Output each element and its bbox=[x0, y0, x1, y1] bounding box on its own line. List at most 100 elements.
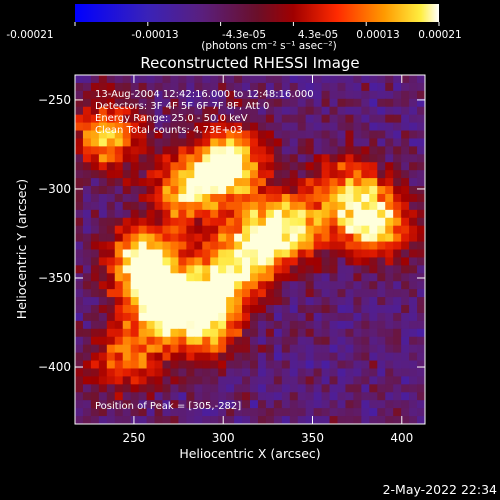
heatmap-cell bbox=[154, 201, 164, 211]
heatmap-cell bbox=[194, 289, 203, 298]
heatmap-cell bbox=[281, 122, 291, 132]
heatmap-cell bbox=[210, 217, 219, 227]
heatmap-cell bbox=[417, 265, 425, 274]
heatmap-cell bbox=[114, 392, 124, 401]
heatmap-cell bbox=[122, 138, 132, 147]
heatmap-cell bbox=[242, 352, 251, 362]
heatmap-cell bbox=[114, 416, 124, 424]
heatmap-cell bbox=[281, 162, 291, 171]
heatmap-cell bbox=[162, 146, 172, 155]
heatmap-cell bbox=[226, 217, 235, 227]
heatmap-cell bbox=[202, 90, 211, 100]
heatmap-cell bbox=[178, 305, 187, 314]
axis-tick-labels: 250 300 350 400−250−300−350−400 bbox=[38, 93, 413, 445]
heatmap-cell bbox=[273, 305, 283, 314]
heatmap-cell bbox=[202, 400, 211, 409]
heatmap-cell bbox=[82, 408, 92, 417]
heatmap-cell bbox=[114, 162, 124, 171]
heatmap-cell bbox=[194, 360, 203, 370]
heatmap-cell bbox=[106, 154, 116, 163]
heatmap-cell bbox=[265, 146, 275, 155]
heatmap-cell bbox=[345, 241, 354, 251]
heatmap-cell bbox=[393, 400, 402, 409]
heatmap-cell bbox=[178, 98, 187, 108]
heatmap-cell bbox=[361, 384, 370, 393]
heatmap-cell bbox=[257, 90, 267, 100]
heatmap-cell bbox=[82, 376, 92, 385]
heatmap-cell bbox=[202, 209, 211, 219]
heatmap-cell bbox=[401, 170, 410, 179]
heatmap-cell bbox=[289, 400, 299, 409]
heatmap-cell bbox=[273, 384, 283, 393]
heatmap-cell bbox=[385, 265, 394, 274]
heatmap-cell bbox=[265, 82, 275, 92]
heatmap-cell bbox=[106, 392, 116, 401]
heatmap-cell bbox=[226, 201, 235, 211]
heatmap-cell bbox=[194, 201, 203, 211]
heatmap-cell bbox=[265, 170, 275, 179]
x-axis-label: Heliocentric X (arcsec) bbox=[179, 446, 320, 461]
heatmap-cell bbox=[82, 320, 92, 330]
heatmap-cell bbox=[202, 162, 211, 171]
heatmap-cell bbox=[257, 162, 267, 171]
heatmap-cell bbox=[82, 193, 92, 203]
heatmap-cell bbox=[162, 392, 172, 401]
heatmap-cell bbox=[377, 154, 386, 163]
heatmap-cell bbox=[385, 408, 394, 417]
heatmap-cell bbox=[98, 209, 108, 219]
heatmap-cell bbox=[393, 122, 402, 132]
heatmap-cell bbox=[265, 384, 275, 393]
heatmap-cell bbox=[210, 257, 219, 266]
heatmap-cell bbox=[265, 297, 275, 306]
heatmap-cell bbox=[369, 360, 378, 370]
heatmap-cell bbox=[90, 154, 100, 163]
heatmap-cell bbox=[250, 201, 259, 211]
heatmap-cell bbox=[353, 408, 362, 417]
heatmap-cell bbox=[75, 146, 84, 155]
heatmap-cell bbox=[257, 193, 267, 203]
heatmap-cell bbox=[313, 297, 323, 306]
heatmap-cell bbox=[361, 336, 370, 346]
heatmap-cell bbox=[281, 416, 291, 424]
heatmap-cell bbox=[154, 312, 164, 322]
heatmap-cell bbox=[106, 281, 116, 290]
heatmap-cell bbox=[178, 209, 187, 219]
peak-position-label: Position of Peak = [305,-282] bbox=[95, 401, 241, 412]
heatmap-cell bbox=[154, 178, 164, 187]
heatmap-cell bbox=[393, 368, 402, 378]
heatmap-cell bbox=[329, 193, 339, 203]
heatmap-cell bbox=[305, 130, 315, 140]
heatmap-cell bbox=[409, 344, 418, 354]
heatmap-cell bbox=[417, 146, 425, 155]
heatmap-cell bbox=[242, 320, 251, 330]
heatmap-cell bbox=[297, 75, 307, 84]
heatmap-cell bbox=[265, 360, 275, 370]
heatmap-cell bbox=[265, 376, 275, 385]
heatmap-cell bbox=[345, 408, 354, 417]
heatmap-cell bbox=[345, 82, 354, 92]
heatmap-cell bbox=[226, 384, 235, 393]
heatmap-cell bbox=[273, 368, 283, 378]
heatmap-cell bbox=[257, 201, 267, 211]
heatmap-cell bbox=[234, 114, 243, 124]
heatmap-cell bbox=[353, 178, 362, 187]
heatmap-cell bbox=[297, 225, 307, 235]
heatmap-cell bbox=[130, 209, 140, 219]
heatmap-cell bbox=[202, 320, 211, 330]
heatmap-cell bbox=[186, 289, 195, 298]
heatmap-cell bbox=[257, 297, 267, 306]
heatmap-cell bbox=[226, 376, 235, 385]
heatmap-cell bbox=[122, 146, 132, 155]
heatmap-cell bbox=[210, 82, 219, 92]
heatmap-cell bbox=[337, 193, 347, 203]
heatmap-cell bbox=[234, 305, 243, 314]
heatmap-cell bbox=[417, 201, 425, 211]
heatmap-cell bbox=[186, 225, 195, 235]
heatmap-cell bbox=[154, 265, 164, 274]
heatmap-cell bbox=[417, 376, 425, 385]
heatmap-cell bbox=[114, 384, 124, 393]
heatmap-cell bbox=[265, 154, 275, 163]
heatmap-cell bbox=[242, 297, 251, 306]
heatmap-cell bbox=[385, 320, 394, 330]
colorbar-ticks bbox=[74, 22, 440, 26]
